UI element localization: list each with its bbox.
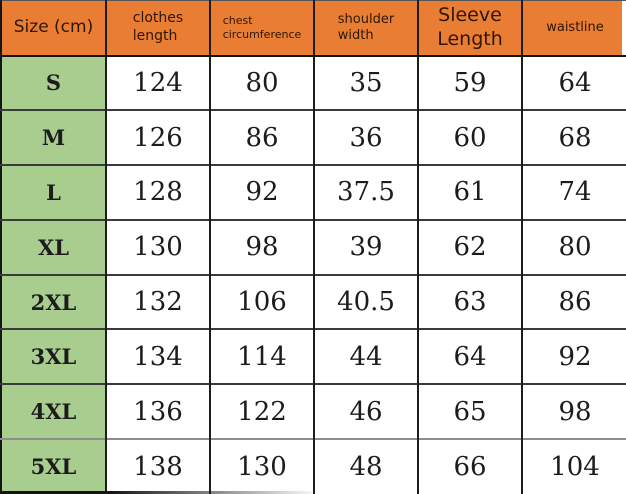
- value-cell-sleeve-length: 60: [417, 109, 522, 166]
- column-header-label: shoulder width: [337, 11, 395, 43]
- value-cell-waistline: 98: [521, 383, 626, 440]
- size-cell: 4XL: [1, 383, 106, 440]
- value-cell-chest-circumference: 86: [209, 109, 314, 166]
- table-row-s: S 124 80 35 59 64: [1, 55, 626, 111]
- column-header-label: clothes length: [132, 10, 184, 44]
- table-row-3xl: 3XL 134 114 44 64 92: [1, 328, 626, 385]
- value-cell-clothes-length: 132: [105, 273, 210, 330]
- value-cell-sleeve-length: 62: [417, 218, 522, 275]
- table-header: Size (cm) clothes length chest circumferen…: [1, 0, 626, 57]
- column-header-size: Size (cm): [1, 0, 106, 57]
- value-cell-clothes-length: 130: [105, 218, 210, 275]
- column-header-sleeve-length: Sleeve Length: [417, 0, 522, 57]
- column-header-clothes-length: clothes length: [105, 0, 210, 57]
- value-cell-shoulder-width: 44: [313, 328, 418, 385]
- value-cell-sleeve-length: 61: [417, 164, 522, 220]
- column-header-chest-circumference: chest circumference: [209, 0, 314, 57]
- column-header-label: chest circumference: [222, 14, 302, 41]
- value-cell-shoulder-width: 36: [313, 109, 418, 166]
- value-cell-sleeve-length: 65: [417, 383, 522, 440]
- value-cell-shoulder-width: 37.5: [313, 164, 418, 220]
- table-row-4xl: 4XL 136 122 46 65 98: [1, 383, 626, 440]
- value-cell-sleeve-length: 63: [417, 273, 522, 330]
- table-row-xl: XL 130 98 39 62 80: [1, 218, 626, 275]
- value-cell-clothes-length: 124: [105, 55, 210, 111]
- column-header-waistline: waistline: [521, 0, 626, 57]
- value-cell-clothes-length: 126: [105, 109, 210, 166]
- value-cell-shoulder-width: 35: [313, 55, 418, 111]
- column-header-label: Size (cm): [13, 17, 94, 38]
- size-cell: S: [1, 55, 106, 111]
- size-cell: 3XL: [1, 328, 106, 385]
- table-body: S 124 80 35 59 64 M 126 86 36 60 68 L 128 92 37.5 61 74 XL…: [1, 55, 626, 494]
- size-cell: 2XL: [1, 273, 106, 330]
- value-cell-clothes-length: 136: [105, 383, 210, 440]
- size-cell: L: [1, 164, 106, 220]
- size-cell: XL: [1, 218, 106, 275]
- table-row-l: L 128 92 37.5 61 74: [1, 164, 626, 220]
- table-row-m: M 126 86 36 60 68: [1, 109, 626, 166]
- table-bottom-border: [0, 491, 320, 494]
- value-cell-clothes-length: 128: [105, 164, 210, 220]
- value-cell-waistline: 86: [521, 273, 626, 330]
- value-cell-sleeve-length: 64: [417, 328, 522, 385]
- column-header-shoulder-width: shoulder width: [313, 0, 418, 57]
- table-row-2xl: 2XL 132 106 40.5 63 86: [1, 273, 626, 330]
- value-cell-clothes-length: 138: [105, 438, 210, 494]
- size-cell: M: [1, 109, 106, 166]
- value-cell-waistline: 104: [521, 438, 626, 494]
- column-header-label: waistline: [546, 19, 604, 35]
- value-cell-sleeve-length: 59: [417, 55, 522, 111]
- value-cell-shoulder-width: 48: [313, 438, 418, 494]
- column-header-label: Sleeve Length: [437, 4, 503, 50]
- value-cell-clothes-length: 134: [105, 328, 210, 385]
- value-cell-waistline: 92: [521, 328, 626, 385]
- value-cell-waistline: 64: [521, 55, 626, 111]
- table-row-5xl: 5XL 138 130 48 66 104: [1, 438, 626, 494]
- value-cell-shoulder-width: 39: [313, 218, 418, 275]
- value-cell-chest-circumference: 92: [209, 164, 314, 220]
- value-cell-chest-circumference: 114: [209, 328, 314, 385]
- value-cell-chest-circumference: 80: [209, 55, 314, 111]
- value-cell-chest-circumference: 106: [209, 273, 314, 330]
- value-cell-waistline: 74: [521, 164, 626, 220]
- value-cell-sleeve-length: 66: [417, 438, 522, 494]
- value-cell-shoulder-width: 40.5: [313, 273, 418, 330]
- value-cell-chest-circumference: 130: [209, 438, 314, 494]
- value-cell-chest-circumference: 98: [209, 218, 314, 275]
- size-cell: 5XL: [1, 438, 106, 494]
- value-cell-waistline: 80: [521, 218, 626, 275]
- value-cell-shoulder-width: 46: [313, 383, 418, 440]
- value-cell-waistline: 68: [521, 109, 626, 166]
- value-cell-chest-circumference: 122: [209, 383, 314, 440]
- header-row: Size (cm) clothes length chest circumferen…: [1, 0, 626, 57]
